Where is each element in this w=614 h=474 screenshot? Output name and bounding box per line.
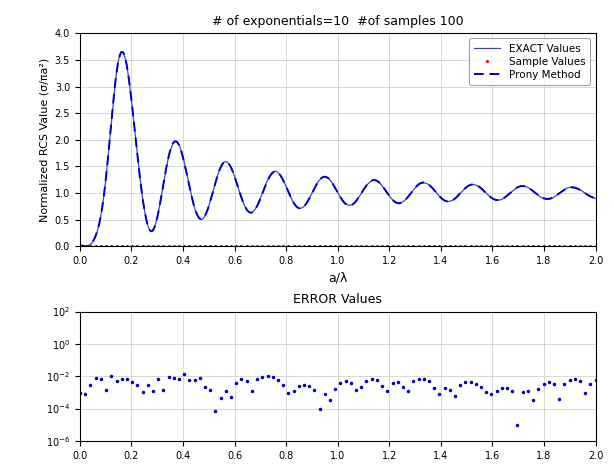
Legend: EXACT Values, Sample Values, Prony Method: EXACT Values, Sample Values, Prony Metho… xyxy=(469,38,591,85)
X-axis label: a/λ: a/λ xyxy=(328,272,348,285)
Prony Method xyxy=(123,60,130,65)
EXACT Values xyxy=(268,171,275,176)
Line: EXACT Values: EXACT Values xyxy=(80,52,596,246)
Prony Method xyxy=(82,244,90,249)
Title: ERROR Values: ERROR Values xyxy=(293,293,382,306)
EXACT Values xyxy=(76,244,84,249)
Line: Sample Values: Sample Values xyxy=(79,245,597,248)
EXACT Values xyxy=(119,49,126,55)
Prony Method xyxy=(592,195,599,201)
Prony Method xyxy=(268,171,276,176)
Sample Values xyxy=(592,244,599,249)
Sample Values xyxy=(76,244,84,249)
EXACT Values xyxy=(592,195,599,201)
Sample Values xyxy=(196,244,203,249)
EXACT Values xyxy=(122,59,130,64)
Prony Method xyxy=(387,194,394,200)
Prony Method xyxy=(76,244,84,249)
EXACT Values xyxy=(386,194,394,200)
Title: # of exponentials=10  #of samples 100: # of exponentials=10 #of samples 100 xyxy=(212,15,464,28)
EXACT Values xyxy=(88,241,95,246)
Sample Values xyxy=(384,244,391,249)
Line: Prony Method: Prony Method xyxy=(80,52,596,246)
Prony Method xyxy=(88,240,95,246)
Prony Method xyxy=(501,194,508,200)
Sample Values xyxy=(550,244,558,249)
Sample Values xyxy=(176,244,183,249)
EXACT Values xyxy=(104,158,111,164)
Prony Method xyxy=(119,49,126,55)
Sample Values xyxy=(342,244,349,249)
Y-axis label: Normalized RCS Value (σ/πa²): Normalized RCS Value (σ/πa²) xyxy=(39,58,49,222)
Prony Method xyxy=(104,155,112,161)
EXACT Values xyxy=(501,195,508,201)
Sample Values xyxy=(566,244,573,249)
